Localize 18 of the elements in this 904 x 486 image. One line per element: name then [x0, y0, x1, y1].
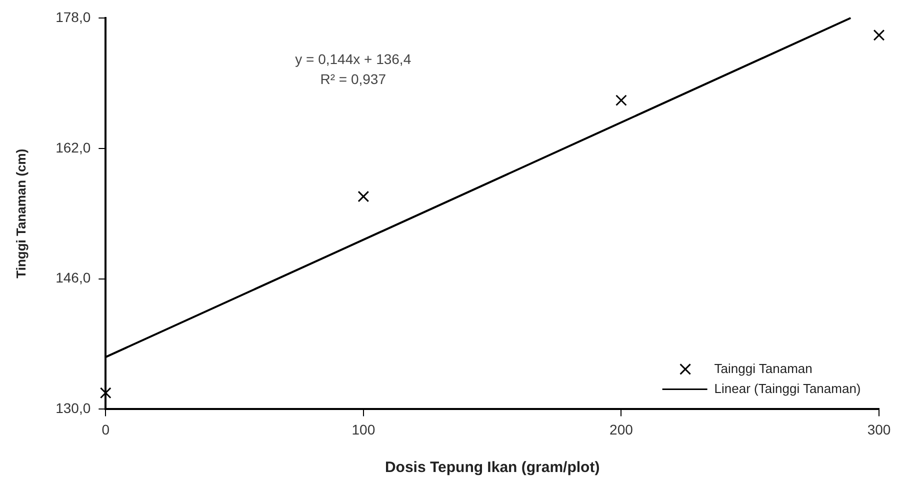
- x-tick-label: 200: [610, 421, 634, 438]
- annotation: y = 0,144x + 136,4: [295, 50, 412, 67]
- x-tick-label: 0: [102, 421, 110, 438]
- x-tick-label: 100: [352, 421, 376, 438]
- y-tick-label: 162,0: [56, 139, 91, 156]
- x-axis-title: Dosis Tepung Ikan (gram/plot): [384, 459, 600, 476]
- y-tick-label: 146,0: [56, 270, 91, 286]
- y-axis-title: Tinggi Tanaman (cm): [13, 148, 28, 278]
- point: [358, 190, 370, 202]
- x-tick-label: 300: [867, 421, 891, 438]
- legend-label: Linear (Tainggi Tanaman): [714, 380, 861, 396]
- legend-label: Tainggi Tanaman: [714, 360, 812, 376]
- annotation: R² = 0,937: [320, 70, 386, 87]
- y-tick-label: 178,0: [56, 8, 91, 25]
- point: [616, 94, 627, 106]
- y-tick-label: 130,0: [56, 400, 91, 416]
- point: [873, 29, 885, 41]
- point: [100, 387, 112, 399]
